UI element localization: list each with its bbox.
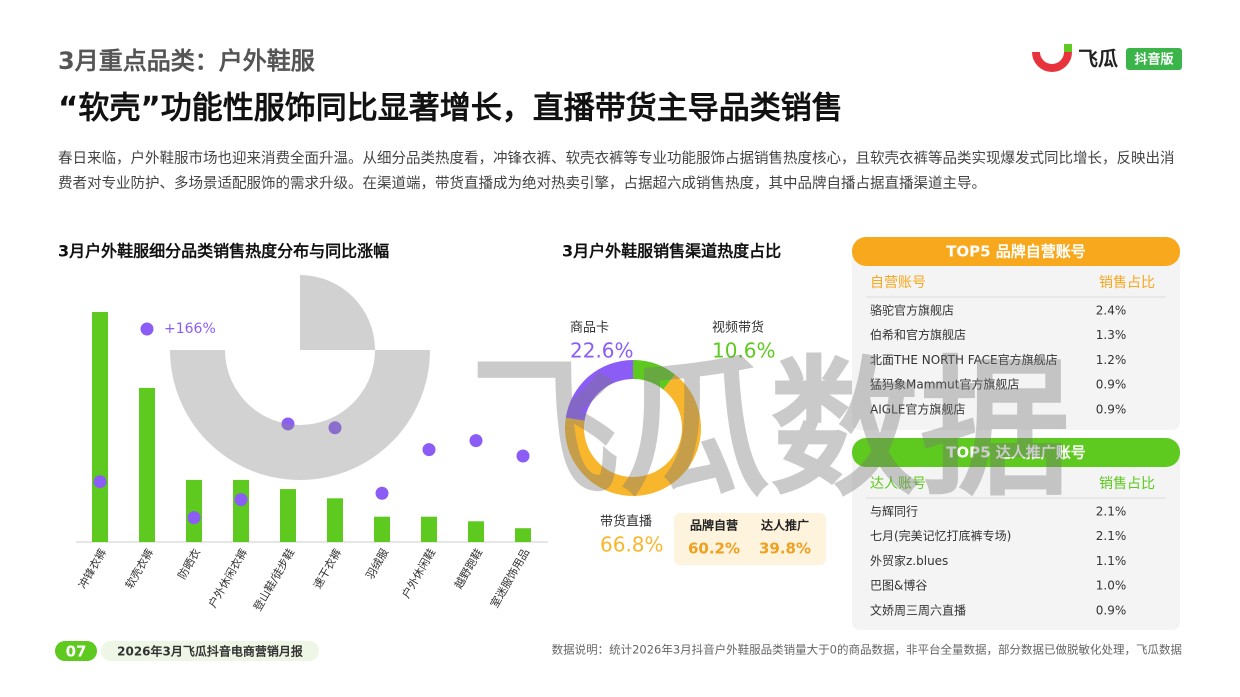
slice-label: 商品卡 [570,321,609,336]
donut-slice [565,360,633,421]
growth-dot [140,322,154,336]
table-header [852,237,1180,266]
bar [468,521,484,542]
x-tick-label: 软壳衣裤 [122,546,156,591]
slice-value: 22.6% [570,339,634,363]
account-name: 骆驼官方旗舰店 [870,303,954,318]
growth-dot [281,417,295,431]
report-badge [101,641,319,661]
live-split-share: 60.2% [688,540,740,558]
x-tick-label: 冲锋衣裤 [75,546,109,591]
table-header [852,438,1180,467]
growth-dot [375,486,389,500]
bar [374,516,390,542]
x-tick-label: 速干衣裤 [310,546,344,591]
bar [327,498,343,542]
watermark: 飞瓜数据 [170,275,1070,517]
slice-label: 带货直播 [600,514,652,530]
account-name: 文娇周三周六直播 [870,602,966,617]
column-header: 销售占比 [1099,275,1155,291]
x-tick-label: 室迷服饰用品 [487,546,532,610]
data-note: 数据说明：统计2026年3月抖音户外鞋服品类销量大于0的商品数据，非平台全量数据… [552,643,1183,657]
live-split-label: 品牌自营 [690,518,738,533]
watermark-logo [300,275,375,350]
account-name: 七月(完美记忆打底裤专场) [870,528,1011,543]
bar [233,479,249,542]
live-split-label: 达人推广 [761,518,809,533]
bar [421,516,437,542]
live-split-box [674,513,826,565]
account-share: 1.3% [1096,328,1127,342]
table-title: TOP5 达人推广账号 [946,444,1086,462]
account-share: 2.4% [1096,304,1127,318]
slice-value: 66.8% [600,533,664,557]
pie-chart-title: 3月户外鞋服销售渠道热度占比 [562,242,781,261]
column-header: 自营账号 [870,275,926,291]
account-share: 0.9% [1096,402,1127,416]
x-tick-label: 防晒衣 [175,546,204,582]
growth-dot [422,443,436,457]
account-share: 1.0% [1096,579,1127,593]
growth-dot [469,434,483,448]
logo: 飞瓜 抖音版 [1032,44,1182,72]
page-number: 07 [66,643,87,661]
column-header: 销售占比 [1099,476,1155,492]
growth-label: +166% [164,321,216,337]
bar [92,312,108,542]
x-tick-label: 羽绒服 [363,547,391,582]
account-name: 伯希和官方旗舰店 [870,327,966,342]
account-share: 0.9% [1096,603,1127,617]
growth-dot [187,511,201,525]
table-title: TOP5 品牌自营账号 [946,243,1086,261]
watermark-logo [170,350,430,480]
x-tick-label: 户外休闲衣裤 [205,546,250,610]
bar [186,479,202,542]
growth-dot [516,449,530,463]
bar [515,528,531,542]
logo-text: 飞瓜 [1078,47,1118,71]
bar-chart-title: 3月户外鞋服细分品类销售热度分布与同比涨幅 [58,242,389,261]
account-share: 1.2% [1096,353,1127,367]
table-panel [852,250,1180,430]
account-share: 2.1% [1096,529,1127,543]
x-tick-label: 户外休闲鞋 [399,546,439,601]
logo-badge-text: 抖音版 [1134,52,1173,68]
report-name: 2026年3月飞瓜抖音电商营销月报 [117,644,303,659]
donut-slice [633,360,676,390]
page-badge [55,641,97,661]
column-header: 达人账号 [870,476,926,492]
logo-badge [1126,48,1182,70]
account-name: 与辉同行 [870,505,918,519]
account-share: 2.1% [1096,505,1127,519]
account-name: AIGLE官方旗舰店 [870,401,965,416]
logo-mark [1032,51,1072,72]
bar [139,387,155,542]
table-panel [852,450,1180,630]
slice-value: 10.6% [712,339,776,363]
x-tick-label: 登山鞋/徒步鞋 [250,546,297,613]
x-tick-label: 越野跑鞋 [451,546,485,591]
account-share: 0.9% [1096,378,1127,392]
intro: 春日来临，户外鞋服市场也迎来消费全面升温。从细分品类热度看，冲锋衣裤、软壳衣裤等… [58,151,1175,192]
growth-dot [328,421,342,435]
account-share: 1.1% [1096,554,1127,568]
live-split-share: 39.8% [759,540,811,558]
donut-slice [565,374,701,496]
kicker: 3月重点品类：户外鞋服 [58,47,316,75]
headline: “软壳”功能性服饰同比显著增长，直播带货主导品类销售 [58,91,843,127]
account-name: 外贸家z.blues [870,553,948,568]
account-name: 猛犸象Mammut官方旗舰店 [870,377,1019,392]
watermark-text: 飞瓜数据 [470,343,1070,517]
growth-dot [93,475,107,489]
account-name: 北面THE NORTH FACE官方旗舰店 [870,352,1058,367]
slice-label: 视频带货 [712,320,764,336]
account-name: 巴图&博谷 [870,578,927,593]
growth-dot [234,493,248,507]
bar [280,489,296,542]
